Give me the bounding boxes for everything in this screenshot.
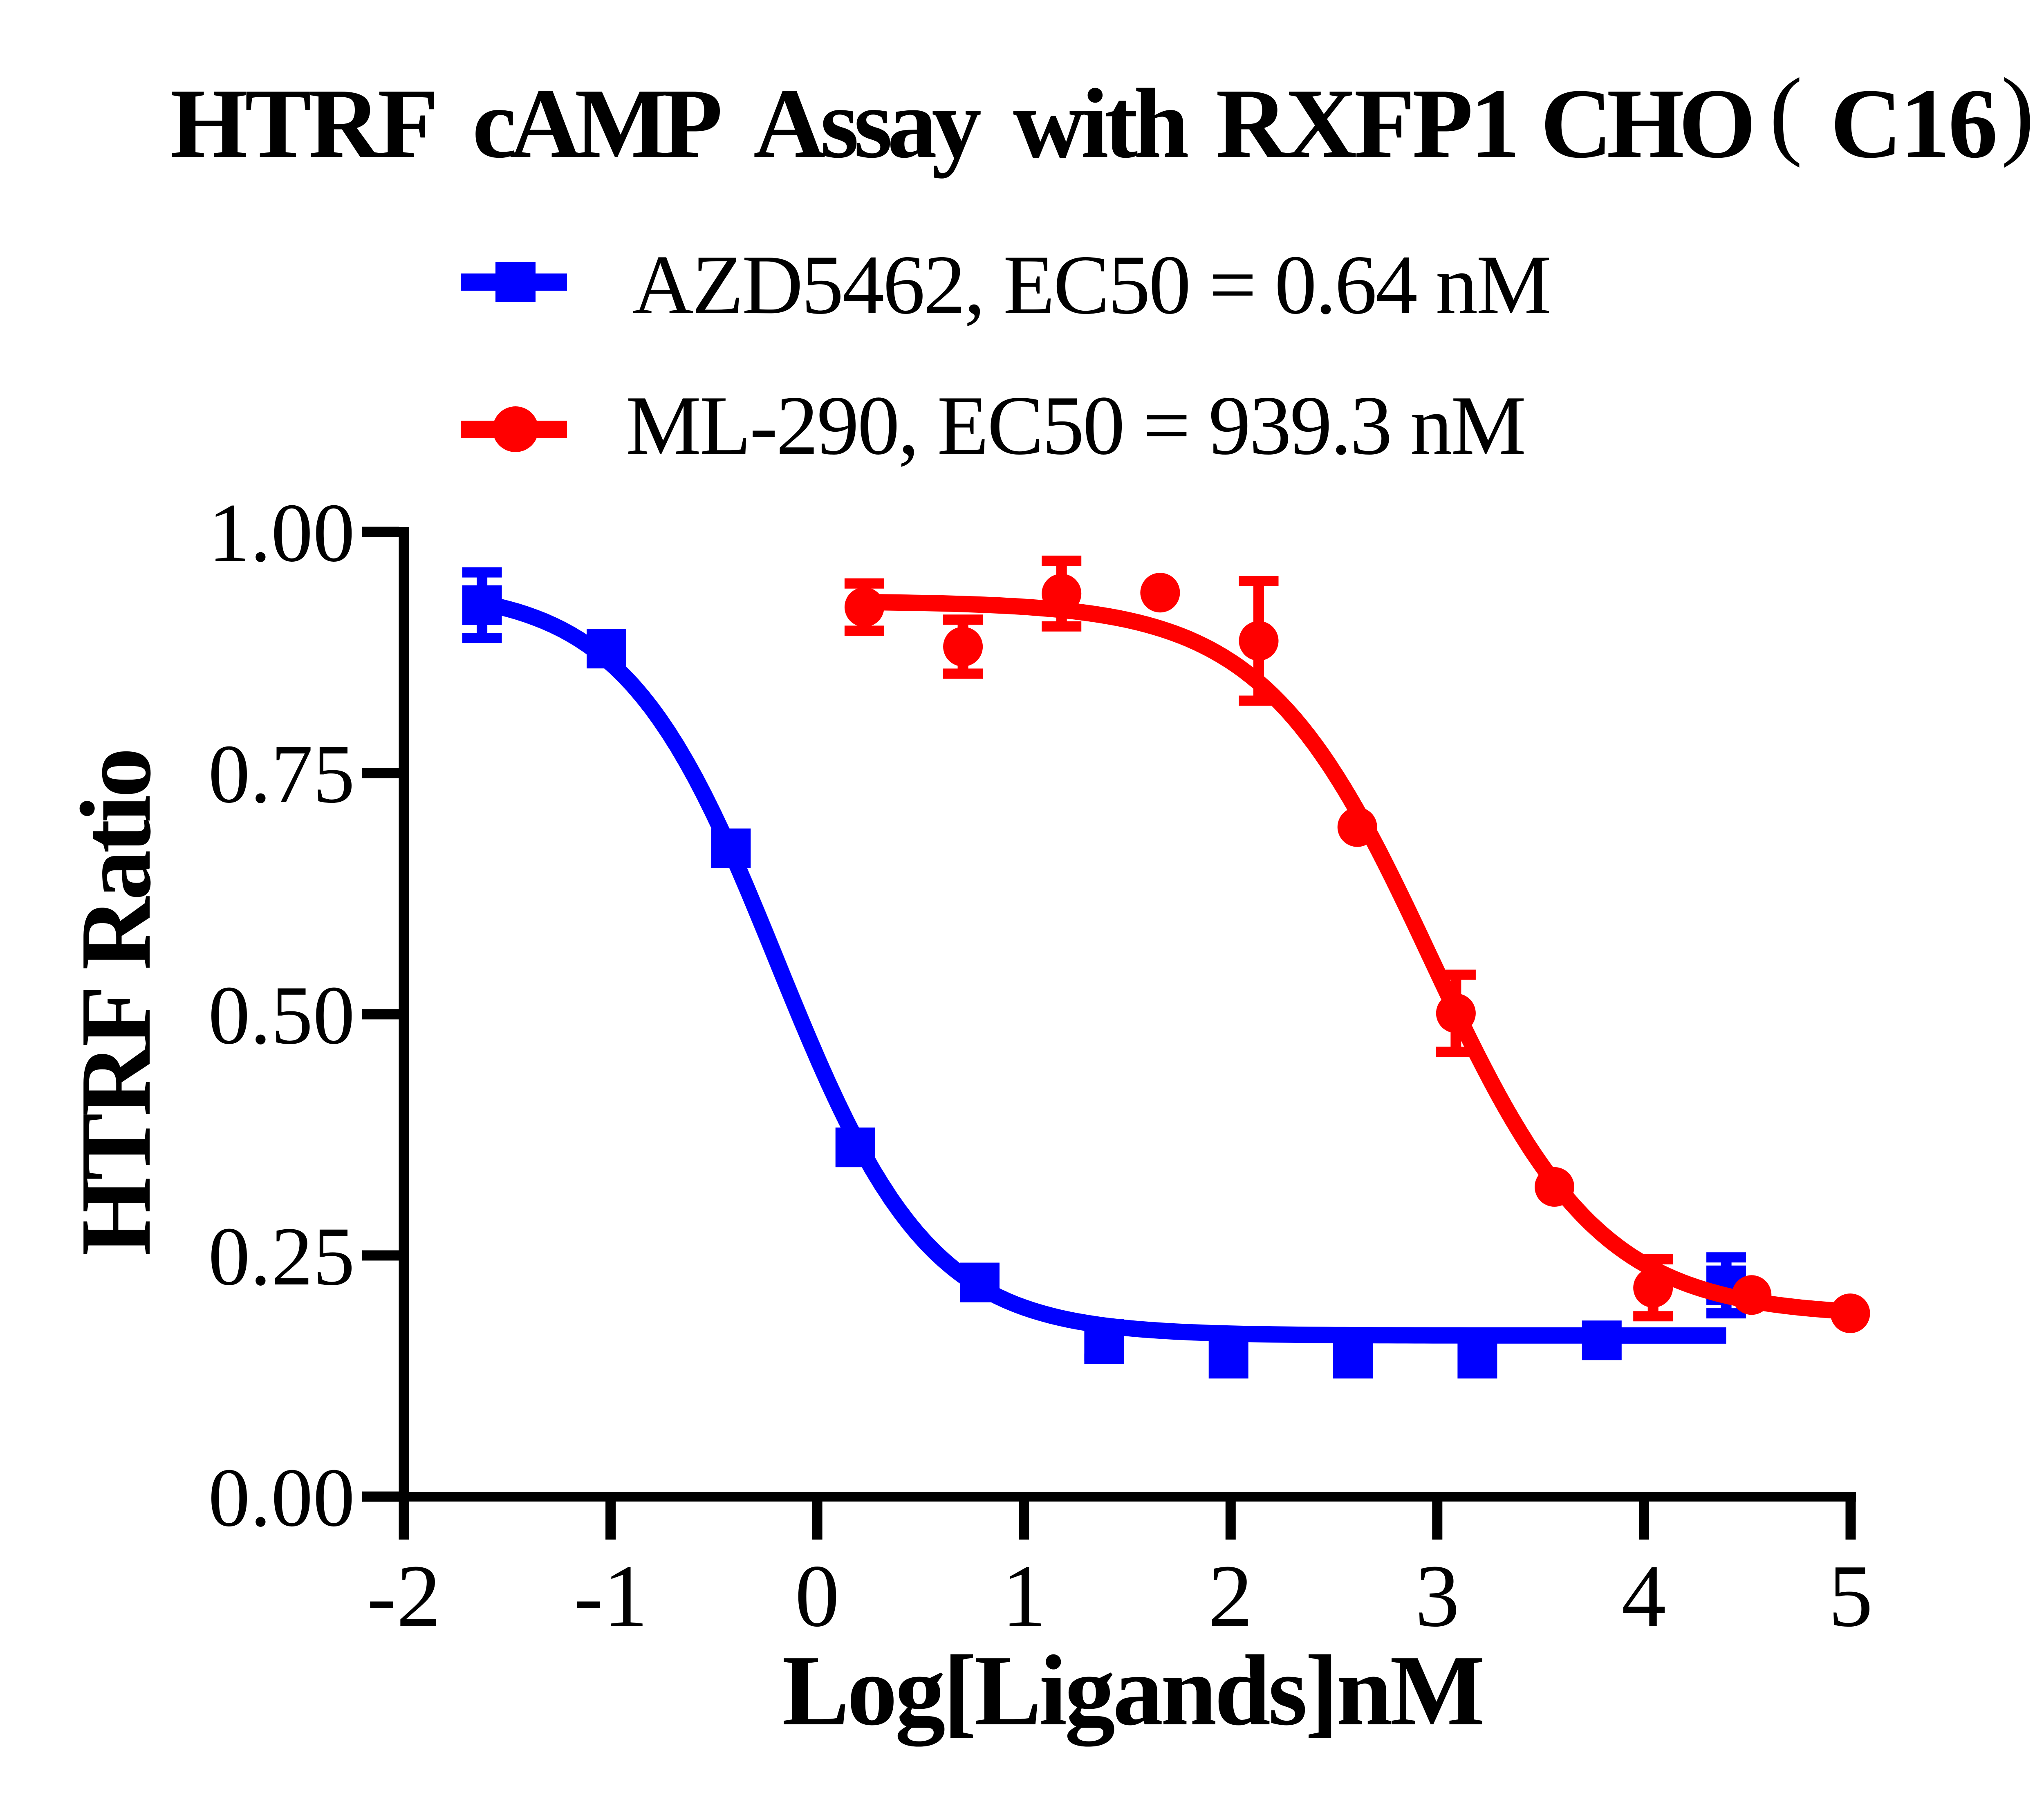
svg-text:1: 1 [1002,1547,1047,1645]
svg-text:0.50: 0.50 [208,969,355,1062]
svg-text:2: 2 [1208,1547,1253,1645]
svg-text:RXFP1: RXFP1 [1216,68,1517,179]
svg-text:5: 5 [1829,1547,1873,1645]
svg-text:4: 4 [1622,1547,1666,1645]
svg-text:): ) [2001,58,2034,168]
svg-text:1.00: 1.00 [208,486,355,579]
svg-text:0.00: 0.00 [208,1451,355,1544]
svg-text:ML-290, EC50 = 939.3 nM: ML-290, EC50 = 939.3 nM [626,379,1524,472]
svg-text:0.75: 0.75 [208,728,355,820]
svg-text:Assay: Assay [753,68,981,179]
svg-text:CHO: CHO [1540,68,1751,179]
svg-text:with: with [1013,68,1188,179]
svg-text:cAMP: cAMP [472,68,720,179]
svg-text:AZD5462, EC50 = 0.64 nM: AZD5462, EC50 = 0.64 nM [632,238,1550,332]
svg-text:-1: -1 [574,1547,648,1645]
svg-text:3: 3 [1415,1547,1460,1645]
svg-text:C16: C16 [1830,68,1996,179]
svg-text:-2: -2 [367,1547,441,1645]
svg-text:Log[Ligands]nM: Log[Ligands]nM [782,1635,1483,1747]
svg-text:0.25: 0.25 [208,1210,355,1303]
svg-text:HTRF Ratio: HTRF Ratio [60,751,172,1256]
svg-text:0: 0 [795,1547,840,1645]
svg-text:(: ( [1769,58,1802,168]
svg-text:HTRF: HTRF [170,68,436,179]
